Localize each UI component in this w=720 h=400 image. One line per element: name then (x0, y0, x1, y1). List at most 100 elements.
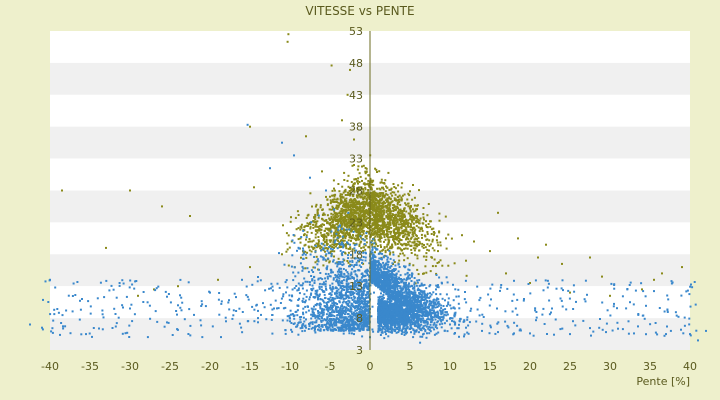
data-point (330, 234, 333, 237)
data-point (321, 317, 323, 320)
data-point (362, 201, 365, 204)
data-point (384, 249, 387, 252)
data-point (343, 179, 346, 181)
data-point (405, 228, 408, 231)
data-point (392, 253, 395, 256)
data-point (330, 315, 333, 318)
data-point (241, 278, 243, 281)
data-point (324, 258, 327, 261)
data-point (408, 240, 411, 243)
data-point (326, 322, 328, 325)
data-point (433, 258, 436, 261)
data-point (473, 240, 475, 243)
data-point (321, 217, 323, 220)
data-point (325, 240, 328, 243)
data-point (357, 323, 360, 326)
data-point (29, 323, 31, 326)
data-point (397, 214, 400, 217)
data-point (318, 240, 320, 243)
data-point (393, 205, 396, 207)
data-point (394, 232, 396, 235)
data-point (363, 217, 366, 220)
data-point (338, 232, 340, 235)
data-point (386, 186, 389, 189)
data-point (378, 274, 381, 277)
data-point (305, 217, 308, 219)
data-point (359, 322, 362, 325)
data-point (375, 243, 378, 246)
data-point (385, 211, 388, 214)
data-point (389, 283, 392, 286)
data-point (161, 205, 163, 208)
data-point (404, 202, 407, 205)
data-point (415, 208, 418, 211)
data-point (374, 191, 377, 194)
data-point (329, 202, 332, 205)
data-point (458, 307, 461, 310)
data-point (412, 301, 415, 304)
data-point (366, 183, 368, 186)
data-point (397, 212, 400, 215)
data-point (413, 232, 416, 235)
data-point (375, 214, 378, 217)
data-point (331, 250, 334, 253)
data-point (360, 196, 363, 199)
data-point (330, 239, 332, 242)
data-point (355, 306, 358, 309)
data-point (334, 234, 337, 237)
data-point (349, 222, 352, 225)
data-point (453, 262, 456, 265)
data-point (343, 305, 346, 308)
data-point (356, 234, 359, 237)
data-point (394, 187, 397, 190)
data-point (385, 228, 388, 231)
data-point (330, 217, 333, 220)
data-point (376, 245, 379, 247)
data-point (390, 247, 393, 250)
data-point (357, 305, 360, 308)
data-point (365, 226, 368, 228)
data-point (334, 239, 337, 242)
data-point (313, 282, 316, 284)
data-point (359, 224, 362, 227)
data-point (397, 227, 400, 230)
data-point (412, 218, 415, 221)
data-point (305, 238, 307, 241)
data-point (341, 288, 344, 291)
data-point (366, 328, 369, 331)
data-point (452, 299, 455, 302)
data-point (361, 312, 364, 315)
data-point (384, 190, 387, 193)
data-point (298, 247, 301, 250)
data-point (364, 298, 366, 301)
data-point (356, 319, 359, 322)
data-point (400, 278, 403, 281)
data-point (385, 233, 388, 236)
data-point (346, 193, 349, 196)
data-point (327, 319, 330, 322)
data-point (395, 293, 398, 295)
data-point (374, 235, 377, 238)
data-point (338, 244, 341, 247)
data-point (365, 170, 368, 173)
data-point (390, 265, 393, 267)
data-point (335, 220, 338, 223)
data-point (409, 277, 411, 280)
data-point (449, 304, 452, 307)
data-point (358, 312, 361, 315)
data-point (370, 196, 373, 199)
data-point (425, 303, 427, 306)
data-point (358, 310, 361, 313)
data-point (399, 298, 401, 300)
data-point (363, 322, 365, 325)
data-point (314, 233, 317, 236)
data-point (345, 285, 347, 288)
data-point (366, 269, 369, 272)
data-point (408, 212, 411, 215)
data-point (391, 271, 394, 274)
data-point (388, 217, 391, 220)
data-point (323, 238, 326, 241)
data-point (411, 300, 414, 303)
data-point (362, 292, 365, 295)
data-point (377, 238, 380, 241)
